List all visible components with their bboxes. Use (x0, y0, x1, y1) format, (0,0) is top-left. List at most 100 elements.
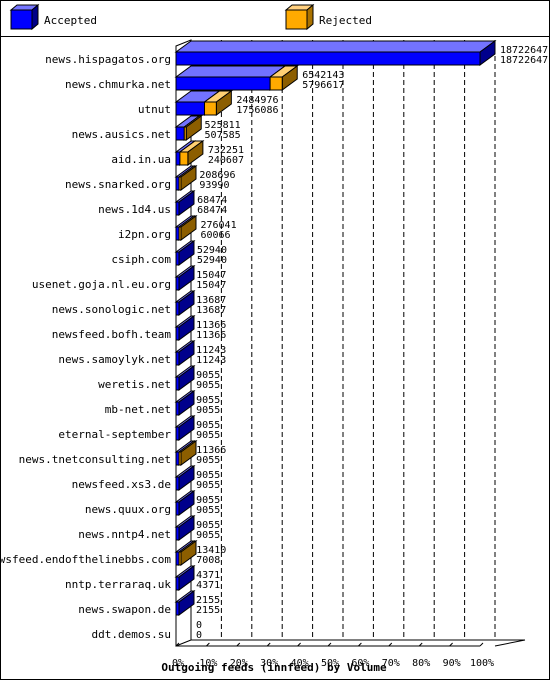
value-label-accepted: 9055 (196, 455, 220, 466)
value-label-offered: 11366 (196, 320, 226, 331)
value-label-accepted: 9055 (196, 380, 220, 391)
bar-rejected-front (204, 101, 217, 116)
bar-rejected (177, 540, 198, 566)
bar-row-2 (174, 90, 233, 116)
category-label: i2pn.org (118, 228, 171, 241)
legend-rejected-swatch (284, 3, 315, 31)
bar-row-19 (174, 515, 196, 541)
category-label: usenet.goja.nl.eu.org (32, 278, 171, 291)
bar-accepted-front (175, 476, 180, 491)
value-label-offered: 13687 (196, 295, 226, 306)
bar-accepted-front (175, 276, 180, 291)
x-tick-label: 90% (443, 658, 461, 669)
value-label-accepted: 1756086 (236, 105, 278, 116)
category-label: newsfeed.bofh.team (52, 328, 172, 341)
bar-accepted-front (175, 501, 180, 516)
grid (220, 40, 496, 640)
bar-rejected-front (178, 226, 182, 241)
bar-rejected (177, 440, 198, 466)
bar-accepted-front (175, 51, 481, 66)
value-label-accepted: 7008 (196, 555, 220, 566)
bar-accepted (174, 565, 196, 591)
category-label: nntp.terraraq.uk (65, 578, 171, 591)
category-label: news.quux.org (85, 503, 171, 516)
value-label-offered: 0 (196, 620, 202, 631)
bar-accepted-front (175, 251, 180, 266)
value-label-accepted: 15047 (196, 280, 226, 291)
x-axis-title: Outgoing feeds (innfeed) by Volume (161, 661, 387, 674)
bar-accepted (174, 365, 196, 391)
bar-accepted-front (175, 601, 180, 616)
bar-row-15 (174, 415, 196, 441)
bars (174, 40, 497, 616)
bar-row-14 (174, 390, 196, 416)
bar-accepted (174, 390, 196, 416)
bar-row-6 (174, 190, 196, 216)
bar-accepted (174, 315, 196, 341)
bar-row-8 (174, 240, 196, 266)
x-tick-mark (388, 642, 393, 647)
bar-row-22 (174, 590, 196, 616)
value-label-accepted: 240607 (208, 155, 244, 166)
bar-row-17 (174, 465, 196, 491)
value-label-offered: 6542143 (302, 70, 344, 81)
category-label: mb-net.net (105, 403, 171, 416)
category-label: news.sonologic.net (52, 303, 171, 316)
category-label: news.snarked.org (65, 178, 171, 191)
category-labels: news.hispagatos.org news.chmurka.net utnut… (0, 53, 171, 641)
x-tick-label: 80% (412, 658, 430, 669)
value-label-accepted: 4371 (196, 580, 220, 591)
value-label-accepted: 9055 (196, 505, 220, 516)
value-label-offered: 208696 (199, 170, 235, 181)
bar-accepted (174, 465, 196, 491)
value-label-offered: 9055 (196, 520, 220, 531)
category-label: news.ausics.net (72, 128, 171, 141)
bar-accepted-front (175, 351, 180, 366)
value-label-offered: 13410 (196, 545, 226, 556)
bar-rejected (177, 215, 198, 241)
value-label-accepted: 0 (196, 630, 202, 641)
bar-rejected-front (178, 551, 182, 566)
bar-accepted (174, 65, 287, 91)
bar-accepted-front (175, 201, 180, 216)
x-tick-mark (206, 642, 210, 647)
value-label-offered: 9055 (196, 420, 220, 431)
value-label-accepted: 9055 (196, 430, 220, 441)
bar-row-3 (174, 115, 203, 141)
x-tick-mark (358, 642, 362, 647)
value-label-accepted: 5796617 (302, 80, 344, 91)
value-label-offered: 9055 (196, 470, 220, 481)
category-label: newsfeed.xs3.de (72, 478, 171, 491)
bar-accepted (174, 40, 497, 66)
bar-accepted-front (175, 301, 180, 316)
category-label: aid.in.ua (111, 153, 171, 166)
bar-row-7 (174, 215, 198, 241)
value-label-accepted: 60066 (200, 230, 230, 241)
bar-row-10 (174, 290, 196, 316)
bar-rejected-front (269, 76, 283, 91)
bar-rejected (182, 115, 203, 141)
bar-row-18 (174, 490, 196, 516)
value-label-offered: 18722647 (500, 45, 548, 56)
value-label-accepted: 9055 (196, 405, 220, 416)
value-label-offered: 9055 (196, 495, 220, 506)
x-tick-mark (327, 642, 332, 647)
value-label-accepted: 11366 (196, 330, 226, 341)
value-label-offered: 4371 (196, 570, 220, 581)
value-label-accepted: 93990 (199, 180, 229, 191)
bar-accepted (174, 415, 196, 441)
bar-row-9 (174, 265, 196, 291)
legend: Accepted Rejected (9, 3, 372, 31)
bar-rejected-front (179, 151, 189, 166)
x-tick-label: 40% (291, 658, 309, 669)
legend-accepted-swatch (9, 3, 40, 31)
bar-rejected-front (183, 126, 187, 141)
bar-rejected (177, 165, 198, 191)
x-tick-label: 30% (260, 658, 278, 669)
bar-accepted-front (175, 126, 185, 141)
bar-row-16 (174, 440, 198, 466)
value-label-accepted: 13687 (196, 305, 226, 316)
category-label: news.tnetconsulting.net (19, 453, 171, 466)
category-label: news.nntp4.net (78, 528, 171, 541)
value-label-accepted: 11243 (196, 355, 226, 366)
